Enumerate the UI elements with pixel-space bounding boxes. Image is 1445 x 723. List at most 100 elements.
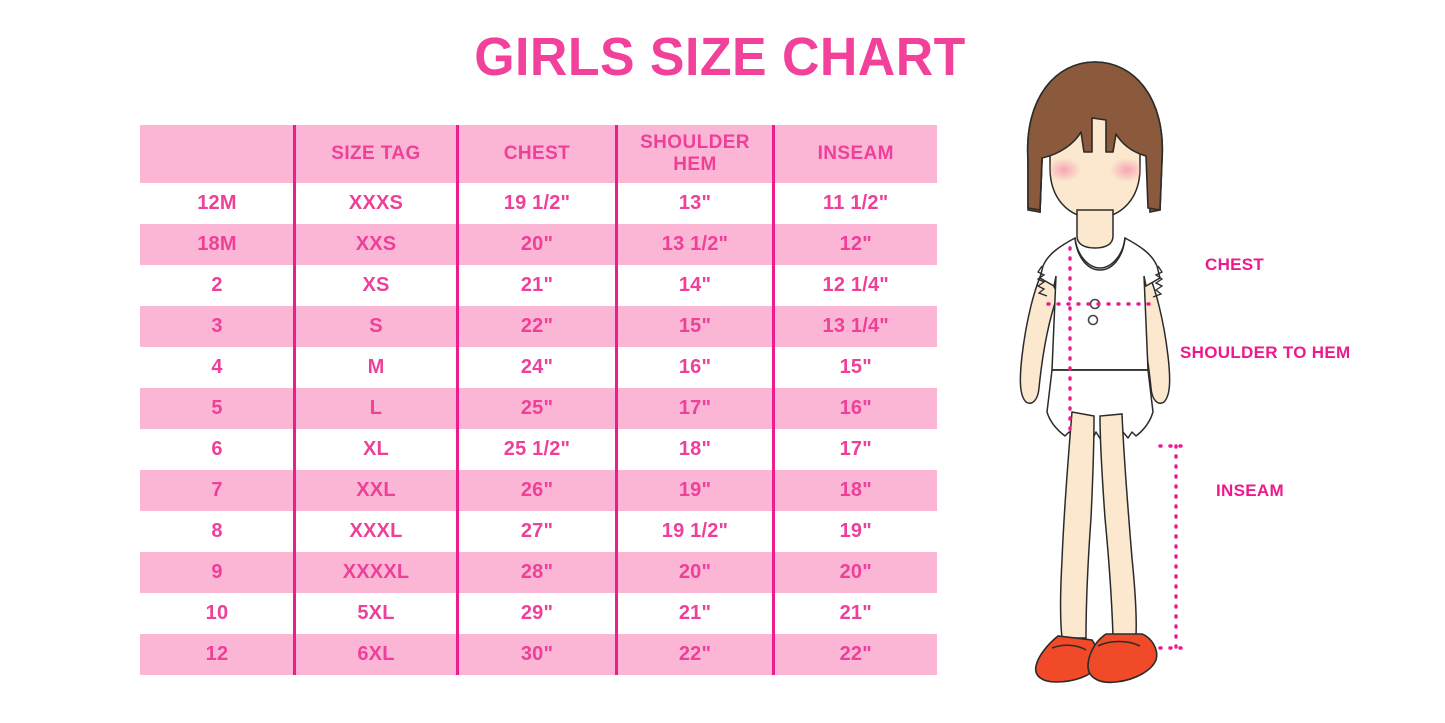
cell-shoulder-hem: 13" [615, 183, 774, 224]
cell-shoulder-hem: 17" [615, 388, 774, 429]
cell-size-tag: 6XL [293, 634, 458, 675]
cell-size: 6 [139, 429, 295, 470]
cell-size: 2 [139, 265, 295, 306]
arm-left [1019, 266, 1059, 404]
cell-size-tag: M [293, 347, 458, 388]
cell-inseam: 19" [772, 511, 937, 552]
table-body: 12M XXXS 19 1/2" 13" 11 1/2" 18M XXS 20" 13 1/2"… [139, 183, 937, 675]
cell-shoulder-hem: 16" [615, 347, 774, 388]
top-neckline [1074, 237, 1126, 271]
cell-chest: 24" [456, 347, 617, 388]
table-row: 4 M 24" 16" 15" [139, 347, 937, 388]
table-row: 5 L 25" 17" 16" [139, 388, 937, 429]
cell-size: 4 [139, 347, 295, 388]
neck [1076, 209, 1114, 249]
cell-chest: 29" [456, 593, 617, 634]
cell-inseam: 17" [772, 429, 937, 470]
cell-inseam: 13 1/4" [772, 306, 937, 347]
cell-size: 9 [139, 552, 295, 593]
cell-size-tag: XXL [293, 470, 458, 511]
cell-shoulder-hem: 15" [615, 306, 774, 347]
cell-inseam: 20" [772, 552, 937, 593]
cell-chest: 28" [456, 552, 617, 593]
cell-size-tag: L [293, 388, 458, 429]
cell-chest: 22" [456, 306, 617, 347]
measurement-label-chest: CHEST [1205, 255, 1265, 274]
cell-shoulder-hem: 19 1/2" [615, 511, 774, 552]
cell-inseam: 22" [772, 634, 937, 675]
cell-chest: 25" [456, 388, 617, 429]
column-header-shoulder-hem: SHOULDER HEM [615, 125, 774, 183]
cell-size-tag: XXXXL [293, 552, 458, 593]
cell-size: 3 [139, 306, 295, 347]
column-header-inseam: INSEAM [772, 125, 937, 183]
table-row: 12M XXXS 19 1/2" 13" 11 1/2" [139, 183, 937, 224]
cell-size-tag: 5XL [293, 593, 458, 634]
cell-size: 10 [139, 593, 295, 634]
table-row: 18M XXS 20" 13 1/2" 12" [139, 224, 937, 265]
table-row: 6 XL 25 1/2" 18" 17" [139, 429, 937, 470]
shoe-right-strap [1097, 640, 1141, 647]
girl-figure-illustration [1019, 61, 1188, 684]
leg-right [1099, 413, 1137, 637]
cell-shoulder-hem: 14" [615, 265, 774, 306]
cell-size: 7 [139, 470, 295, 511]
button-bottom [1087, 314, 1099, 326]
cell-chest: 20" [456, 224, 617, 265]
cell-size-tag: XL [293, 429, 458, 470]
cell-chest: 26" [456, 470, 617, 511]
cell-inseam: 18" [772, 470, 937, 511]
table-row: 7 XXL 26" 19" 18" [139, 470, 937, 511]
cell-shoulder-hem: 21" [615, 593, 774, 634]
cell-chest: 21" [456, 265, 617, 306]
table-row: 2 XS 21" 14" 12 1/4" [139, 265, 937, 306]
cell-size: 8 [139, 511, 295, 552]
blush-right [1110, 158, 1144, 182]
cell-shoulder-hem: 22" [615, 634, 774, 675]
blush-left [1047, 158, 1081, 182]
table-row: 10 5XL 29" 21" 21" [139, 593, 937, 634]
cell-inseam: 16" [772, 388, 937, 429]
table-row: 9 XXXXL 28" 20" 20" [139, 552, 937, 593]
cell-inseam: 12" [772, 224, 937, 265]
cell-size: 18M [139, 224, 295, 265]
sleeve-ruffle-right [1152, 265, 1164, 298]
cell-inseam: 15" [772, 347, 937, 388]
size-chart-table: SIZE TAG CHEST SHOULDER HEM INSEAM 12M XX… [138, 125, 937, 675]
measurement-label-inseam: INSEAM [1216, 481, 1284, 500]
cell-shoulder-hem: 13 1/2" [615, 224, 774, 265]
column-header-size-tag: SIZE TAG [293, 125, 458, 183]
table-row: 8 XXXL 27" 19 1/2" 19" [139, 511, 937, 552]
cell-size-tag: XXXL [293, 511, 458, 552]
cell-shoulder-hem: 18" [615, 429, 774, 470]
page-title: GIRLS SIZE CHART [474, 27, 966, 87]
cell-size-tag: XXXS [293, 183, 458, 224]
cell-size-tag: XS [293, 265, 458, 306]
table-header-row: SIZE TAG CHEST SHOULDER HEM INSEAM [139, 125, 937, 183]
cell-inseam: 11 1/2" [772, 183, 937, 224]
shoe-left-strap [1051, 644, 1087, 651]
column-header-chest: CHEST [456, 125, 617, 183]
cell-size-tag: XXS [293, 224, 458, 265]
cell-chest: 19 1/2" [456, 183, 617, 224]
measurement-label-shoulder-to-hem: SHOULDER TO HEM [1180, 343, 1351, 362]
cell-chest: 25 1/2" [456, 429, 617, 470]
cell-size: 5 [139, 388, 295, 429]
cell-size: 12 [139, 634, 295, 675]
cell-inseam: 21" [772, 593, 937, 634]
hair-bangs [1026, 61, 1164, 211]
cell-chest: 27" [456, 511, 617, 552]
leg-left [1059, 411, 1095, 639]
table-row: 3 S 22" 15" 13 1/4" [139, 306, 937, 347]
cell-size: 12M [139, 183, 295, 224]
cell-shoulder-hem: 20" [615, 552, 774, 593]
cell-shoulder-hem: 19" [615, 470, 774, 511]
cell-size-tag: S [293, 306, 458, 347]
cell-inseam: 12 1/4" [772, 265, 937, 306]
table-header: SIZE TAG CHEST SHOULDER HEM INSEAM [139, 125, 937, 183]
column-header-size [139, 125, 295, 183]
cell-chest: 30" [456, 634, 617, 675]
table-row: 12 6XL 30" 22" 22" [139, 634, 937, 675]
sleeve-ruffle-left [1036, 265, 1048, 297]
